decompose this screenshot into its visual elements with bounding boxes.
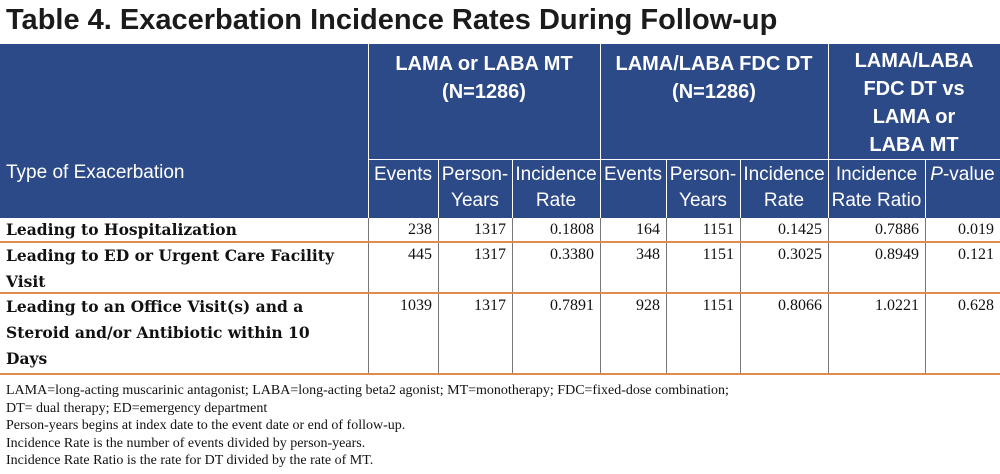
row-separator — [0, 373, 1000, 375]
cell-events-mt: 1039 — [400, 297, 432, 314]
row-label: Leading to an Office Visit(s) and a Ster… — [6, 294, 310, 372]
column-divider — [600, 218, 601, 374]
col-header-text: Rate — [535, 190, 577, 211]
table-footnotes: LAMA=long-acting muscarinic antagonist; … — [6, 382, 996, 470]
col-header-incidence-rate-mt: Incidence Rate — [512, 162, 600, 214]
cell-person-years-mt: 1317 — [474, 221, 506, 238]
column-divider — [666, 218, 667, 374]
group-mt-line2: (N=1286) — [442, 81, 526, 103]
col-header-events-mt: Events — [368, 162, 438, 188]
cell-events-dt: 928 — [636, 297, 660, 314]
group-comparison-line4: LABA MT — [869, 134, 959, 156]
header-divider — [600, 44, 601, 218]
column-divider — [368, 218, 369, 374]
col-header-text: Rate Ratio — [831, 190, 922, 211]
cell-events-dt: 164 — [636, 221, 660, 238]
table-header: LAMA or LABA MT (N=1286) LAMA/LABA FDC D… — [0, 44, 1000, 218]
col-header-person-years-dt: Person- Years — [666, 162, 740, 214]
col-header-text: P-value — [925, 162, 1000, 188]
row-label-line: Leading to Hospitalization — [6, 220, 237, 239]
table-row: Leading to Hospitalization 238 1317 0.18… — [0, 218, 1000, 242]
col-header-incidence-rate-ratio: Incidence Rate Ratio — [828, 162, 925, 214]
col-header-text: Person- — [441, 164, 509, 185]
cell-person-years-dt: 1151 — [702, 246, 734, 263]
group-comparison-line1: LAMA/LABA — [854, 50, 974, 72]
header-divider — [512, 160, 513, 218]
col-header-text: Person- — [669, 164, 737, 185]
type-of-exacerbation-header: Type of Exacerbation — [6, 162, 185, 183]
row-separator — [0, 241, 1000, 243]
group-header-dt: LAMA/LABA FDC DT (N=1286) — [600, 50, 828, 106]
cell-incidence-rate-dt: 0.1425 — [778, 221, 822, 238]
cell-incidence-rate-mt: 0.1808 — [550, 221, 594, 238]
row-label: Leading to ED or Urgent Care Facility Vi… — [6, 243, 334, 295]
row-label-line: Visit — [6, 272, 46, 291]
group-comparison-line2: FDC DT vs — [863, 78, 965, 100]
group-comparison-line3: LAMA or — [872, 106, 956, 128]
cell-events-dt: 348 — [636, 246, 660, 263]
header-divider — [740, 160, 741, 218]
row-label-line: Leading to an Office Visit(s) and a — [6, 297, 304, 316]
column-divider — [438, 218, 439, 374]
header-divider — [368, 159, 1000, 160]
table-row: Leading to ED or Urgent Care Facility Vi… — [0, 243, 1000, 293]
col-header-text: Events — [603, 164, 663, 185]
group-header-mt: LAMA or LABA MT (N=1286) — [368, 50, 600, 106]
cell-p-value: 0.121 — [958, 246, 994, 263]
header-divider — [438, 160, 439, 218]
col-header-text: Incidence — [835, 164, 918, 185]
header-divider — [828, 44, 829, 218]
table-title: Table 4. Exacerbation Incidence Rates Du… — [6, 4, 778, 36]
col-header-text: Incidence — [743, 164, 825, 185]
cell-p-value: 0.628 — [958, 297, 994, 314]
cell-person-years-dt: 1151 — [702, 297, 734, 314]
cell-incidence-rate-ratio: 0.8949 — [875, 246, 919, 263]
col-header-events-dt: Events — [600, 162, 666, 188]
p-rest: -value — [942, 164, 995, 185]
cell-incidence-rate-dt: 0.8066 — [778, 297, 822, 314]
column-divider — [828, 218, 829, 374]
footnote: LAMA=long-acting muscarinic antagonist; … — [6, 383, 729, 398]
cell-events-mt: 238 — [408, 221, 432, 238]
cell-events-mt: 445 — [408, 246, 432, 263]
footnote: Incidence Rate Ratio is the rate for DT … — [6, 453, 374, 468]
col-header-text: Events — [373, 164, 433, 185]
col-header-person-years-mt: Person- Years — [438, 162, 512, 214]
column-divider — [740, 218, 741, 374]
cell-incidence-rate-ratio: 1.0221 — [875, 297, 919, 314]
cell-incidence-rate-dt: 0.3025 — [778, 246, 822, 263]
header-divider — [666, 160, 667, 218]
group-mt-line1: LAMA or LABA MT — [395, 53, 573, 75]
column-divider — [512, 218, 513, 374]
group-dt-line2: (N=1286) — [672, 81, 756, 103]
row-separator — [0, 292, 1000, 294]
footnote: Person-years begins at index date to the… — [6, 418, 406, 433]
col-header-text: Incidence — [515, 164, 597, 185]
row-label-line: Steroid and/or Antibiotic within 10 — [6, 323, 310, 342]
cell-incidence-rate-mt: 0.7891 — [550, 297, 594, 314]
column-divider — [925, 218, 926, 374]
group-dt-line1: LAMA/LABA FDC DT — [615, 53, 813, 75]
col-header-p-value: P-value — [925, 162, 1000, 188]
cell-incidence-rate-mt: 0.3380 — [550, 246, 594, 263]
col-header-incidence-rate-dt: Incidence Rate — [740, 162, 828, 214]
cell-p-value: 0.019 — [958, 221, 994, 238]
col-header-text: Rate — [763, 190, 805, 211]
col-header-text: Years — [679, 190, 727, 211]
p-italic: P — [930, 164, 943, 185]
cell-incidence-rate-ratio: 0.7886 — [875, 221, 919, 238]
footnote: DT= dual therapy; ED=emergency departmen… — [6, 400, 268, 416]
col-header-text: Years — [451, 190, 499, 211]
row-label: Leading to Hospitalization — [6, 217, 237, 243]
row-label-line: Days — [6, 349, 48, 368]
footnote: Incidence Rate is the number of events d… — [6, 435, 366, 451]
header-divider — [368, 44, 369, 218]
cell-person-years-mt: 1317 — [474, 297, 506, 314]
cell-person-years-mt: 1317 — [474, 246, 506, 263]
row-label-line: Leading to ED or Urgent Care Facility — [6, 246, 334, 265]
cell-person-years-dt: 1151 — [702, 221, 734, 238]
table-row: Leading to an Office Visit(s) and a Ster… — [0, 294, 1000, 374]
group-header-comparison: LAMA/LABA FDC DT vs LAMA or LABA MT — [828, 47, 1000, 159]
header-divider — [925, 160, 926, 218]
